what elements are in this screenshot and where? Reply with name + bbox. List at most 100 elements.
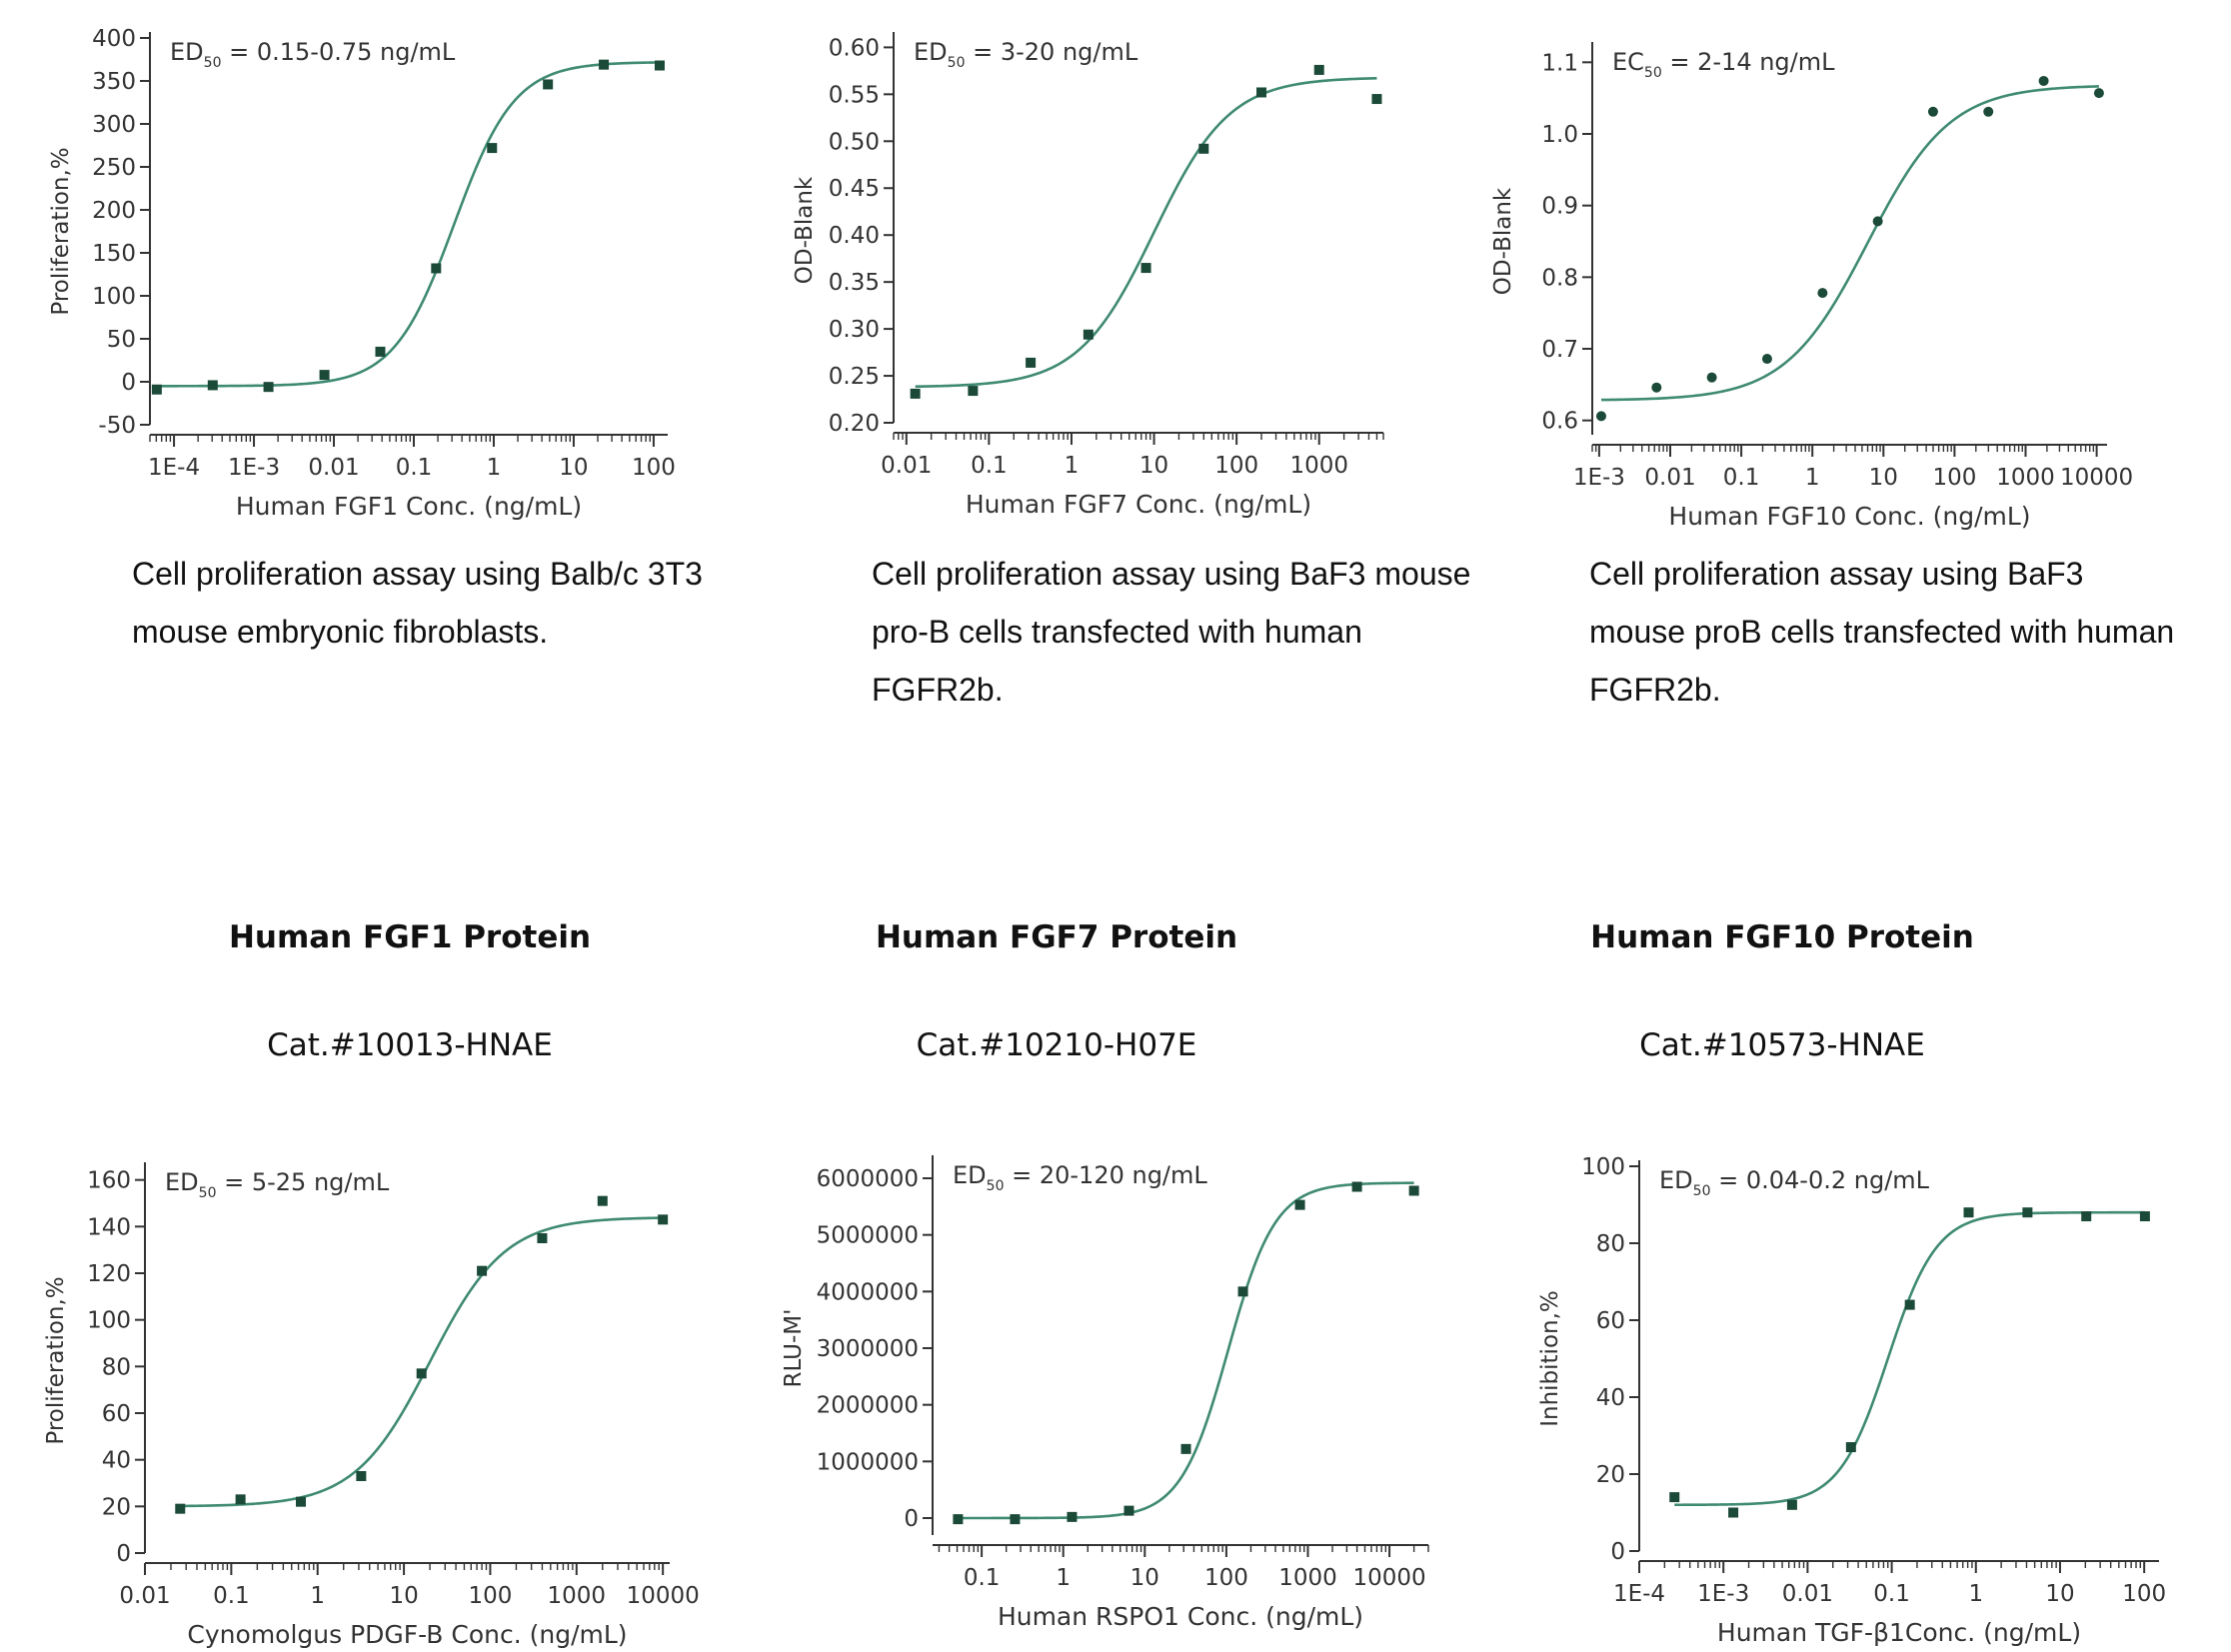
ed50-value: = 0.15-0.75 ng/mL [221, 38, 455, 66]
data-point [1180, 1443, 1191, 1454]
data-point [416, 1368, 427, 1379]
chart-rspo1: 0 1000000 2000000 3000000 4000000 5000000 6000… [781, 1155, 1429, 1631]
data-point [1651, 382, 1662, 393]
x-tick-label: 0.1 [964, 1565, 1001, 1591]
y-tick-label: 50 [107, 327, 136, 353]
data-point [1728, 1507, 1739, 1518]
caption-fgf7-line1: Cell proliferation assay using BaF3 mous… [872, 556, 1471, 592]
x-tick-label: 0.01 [119, 1583, 170, 1609]
y-tick-label: 3000000 [817, 1336, 919, 1362]
chart-tgfb1: 0 20 40 60 80 100 1E-4 1E-3 0.01 0.1 1 10 100 Human T… [1537, 1154, 2166, 1647]
chart-panel-rspo1: 0 1000000 2000000 3000000 4000000 5000000 6000… [744, 1139, 1487, 1652]
x-tick-label: 10 [2045, 1581, 2074, 1607]
x-tick-label: 1 [1805, 465, 1820, 491]
x-tick-label: 0.01 [1644, 465, 1695, 491]
y-tick-label: 0.35 [829, 270, 880, 296]
y-tick-label: 80 [1596, 1231, 1625, 1257]
data-point [597, 1195, 608, 1206]
ed50-prefix: ED [914, 38, 948, 66]
x-tick-label: 1E-4 [148, 455, 200, 481]
y-tick-label: 0.9 [1541, 194, 1578, 220]
data-point [1872, 216, 1883, 227]
y-tick-label: 100 [1581, 1154, 1625, 1180]
data-point [263, 382, 274, 393]
y-axis-label: OD-Blank [1490, 187, 1516, 295]
data-point [968, 386, 979, 397]
catalog-number-fgf7: Cat.#10210-H07E [916, 1027, 1197, 1063]
y-tick-label: 100 [92, 284, 136, 310]
x-axis-label: Human FGF10 Conc. (ng/mL) [1668, 502, 2030, 531]
fit-curve [958, 1181, 1414, 1520]
y-tick-label: 0 [904, 1506, 919, 1532]
x-tick-label: 10 [389, 1583, 418, 1609]
chart-fgf7: 0.20 0.25 0.30 0.35 0.40 0.45 0.50 0.55 0.60 0.01… [792, 32, 1384, 519]
ed50-prefix: ED [165, 1168, 199, 1196]
x-tick-label: 1 [1056, 1565, 1071, 1591]
data-point [2022, 1207, 2033, 1218]
y-tick-label: 0.50 [829, 129, 880, 155]
y-tick-label: 140 [87, 1214, 131, 1240]
data-point [543, 79, 554, 90]
y-tick-label: 60 [1596, 1308, 1625, 1334]
y-tick-label: 120 [87, 1261, 131, 1287]
data-point [1140, 263, 1151, 274]
x-tick-label: 1000 [1996, 465, 2055, 491]
data-point [1904, 1299, 1915, 1310]
x-tick-label: 1E-3 [1697, 1581, 1749, 1607]
ed50-subscript: 50 [1693, 1183, 1711, 1199]
y-tick-label: 2000000 [817, 1393, 919, 1419]
y-axis-label: Proliferation,% [43, 1276, 69, 1444]
y-tick-label: 5000000 [817, 1223, 919, 1249]
x-tick-label: 10000 [627, 1583, 700, 1609]
x-tick-label: 0.1 [1723, 465, 1760, 491]
data-point [1963, 1207, 1974, 1218]
chart-panel-fgf1: -50 0 50 100 150 200 250 300 350 400 1E-4 1E-3 0.01 0… [0, 0, 744, 1652]
data-point [1313, 64, 1324, 75]
data-point [356, 1471, 367, 1481]
chart-panel-tgfb1: 0 20 40 60 80 100 1E-4 1E-3 0.01 0.1 1 10 100 Human T… [1487, 1139, 2231, 1652]
x-tick-label: 10000 [1352, 1565, 1425, 1591]
product-title-fgf1: Human FGF1 Protein [228, 919, 592, 955]
fit-curve [915, 76, 1377, 389]
data-point [1010, 1514, 1021, 1525]
data-point [1761, 354, 1772, 365]
data-point [375, 346, 386, 357]
fit-curve [156, 61, 660, 388]
x-tick-label: 1E-3 [228, 455, 280, 481]
caption-fgf7: Cell proliferation assay using BaF3 mous… [872, 545, 1470, 719]
y-tick-label: 400 [92, 26, 136, 52]
data-point [1256, 87, 1267, 98]
data-point [654, 60, 665, 71]
y-tick-label: -50 [98, 413, 136, 439]
y-tick-label: 0 [121, 370, 136, 396]
y-tick-label: 0.8 [1541, 265, 1578, 291]
y-tick-label: 0.45 [829, 176, 880, 202]
ed50-annotation: ED50 = 5-25 ng/mL [165, 1168, 390, 1201]
data-point [1026, 357, 1037, 368]
product-title-fgf7: Human FGF7 Protein [875, 919, 1238, 955]
data-point [487, 143, 498, 154]
data-point [1845, 1442, 1856, 1453]
data-point [1595, 411, 1606, 422]
data-point [1237, 1286, 1248, 1297]
x-tick-label: 10 [1139, 453, 1168, 479]
y-tick-label: 0.55 [829, 82, 880, 108]
y-tick-label: 1000000 [817, 1449, 919, 1475]
y-axis-label: Inhibition,% [1537, 1290, 1563, 1427]
ed50-annotation: ED50 = 0.15-0.75 ng/mL [170, 38, 456, 71]
data-point [235, 1494, 246, 1505]
chart-panel-fgf7: 0.20 0.25 0.30 0.35 0.40 0.45 0.50 0.55 0.60 0.01… [744, 0, 1487, 1652]
data-point [2038, 75, 2049, 86]
data-point [1371, 94, 1382, 105]
data-point [295, 1496, 306, 1507]
data-point [1083, 329, 1094, 340]
x-tick-label: 1000 [1278, 1565, 1337, 1591]
chart-pdgfb: 0 20 40 60 80 100 120 140 160 0.01 0.1 1 10 100 1000 10… [43, 1162, 700, 1649]
ed50-subscript: 50 [948, 55, 966, 71]
x-tick-label: 1E-3 [1573, 465, 1625, 491]
fit-curve [180, 1216, 664, 1508]
ed50-annotation: ED50 = 3-20 ng/mL [914, 38, 1138, 71]
x-tick-label: 1E-4 [1613, 1581, 1665, 1607]
x-tick-label: 10 [559, 455, 588, 481]
caption-fgf7-line2: pro-B cells transfected with human [872, 614, 1362, 650]
